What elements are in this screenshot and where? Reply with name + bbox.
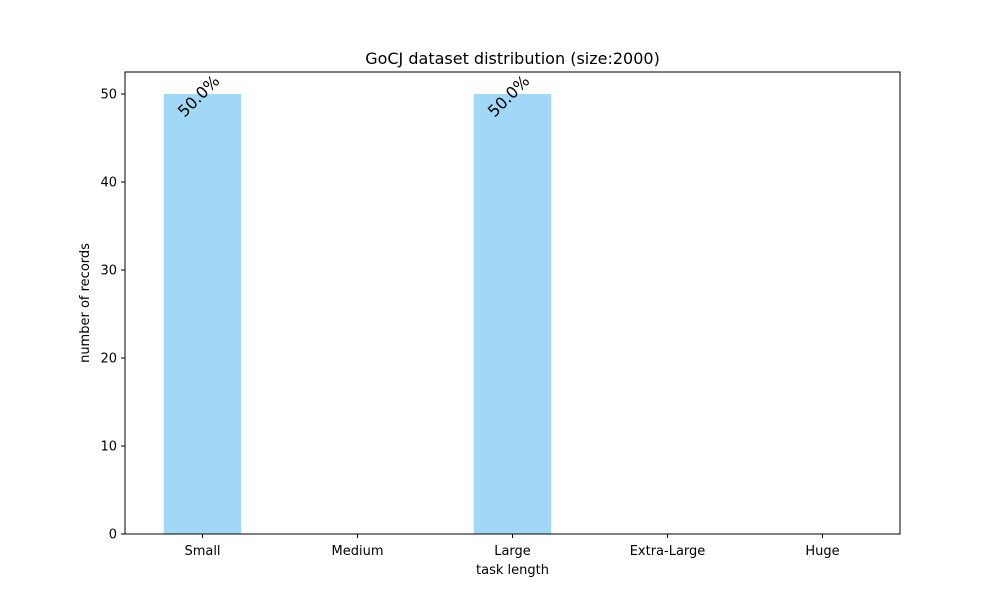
bar-large	[473, 94, 552, 534]
y-axis: 0 10 20 30 40 50	[100, 88, 125, 543]
y-tick-label: 20	[100, 352, 117, 367]
y-tick-label: 50	[100, 88, 117, 103]
chart-title: GoCJ dataset distribution (size:2000)	[365, 49, 660, 68]
x-tick-label: Large	[494, 544, 531, 559]
x-tick-label: Extra-Large	[630, 544, 706, 559]
x-tick-label: Huge	[805, 544, 839, 559]
y-tick-label: 30	[100, 264, 117, 279]
x-tick-label: Medium	[332, 544, 384, 559]
y-tick-label: 40	[100, 176, 117, 191]
x-tick-label: Small	[184, 544, 220, 559]
y-tick-label: 10	[100, 440, 117, 455]
x-axis-label: task length	[476, 563, 549, 578]
bar-small	[163, 94, 242, 534]
y-tick-label: 0	[109, 528, 117, 543]
bars-group	[163, 94, 552, 534]
y-axis-label: number of records	[78, 243, 93, 363]
x-axis: Small Medium Large Extra-Large Huge	[184, 534, 840, 559]
